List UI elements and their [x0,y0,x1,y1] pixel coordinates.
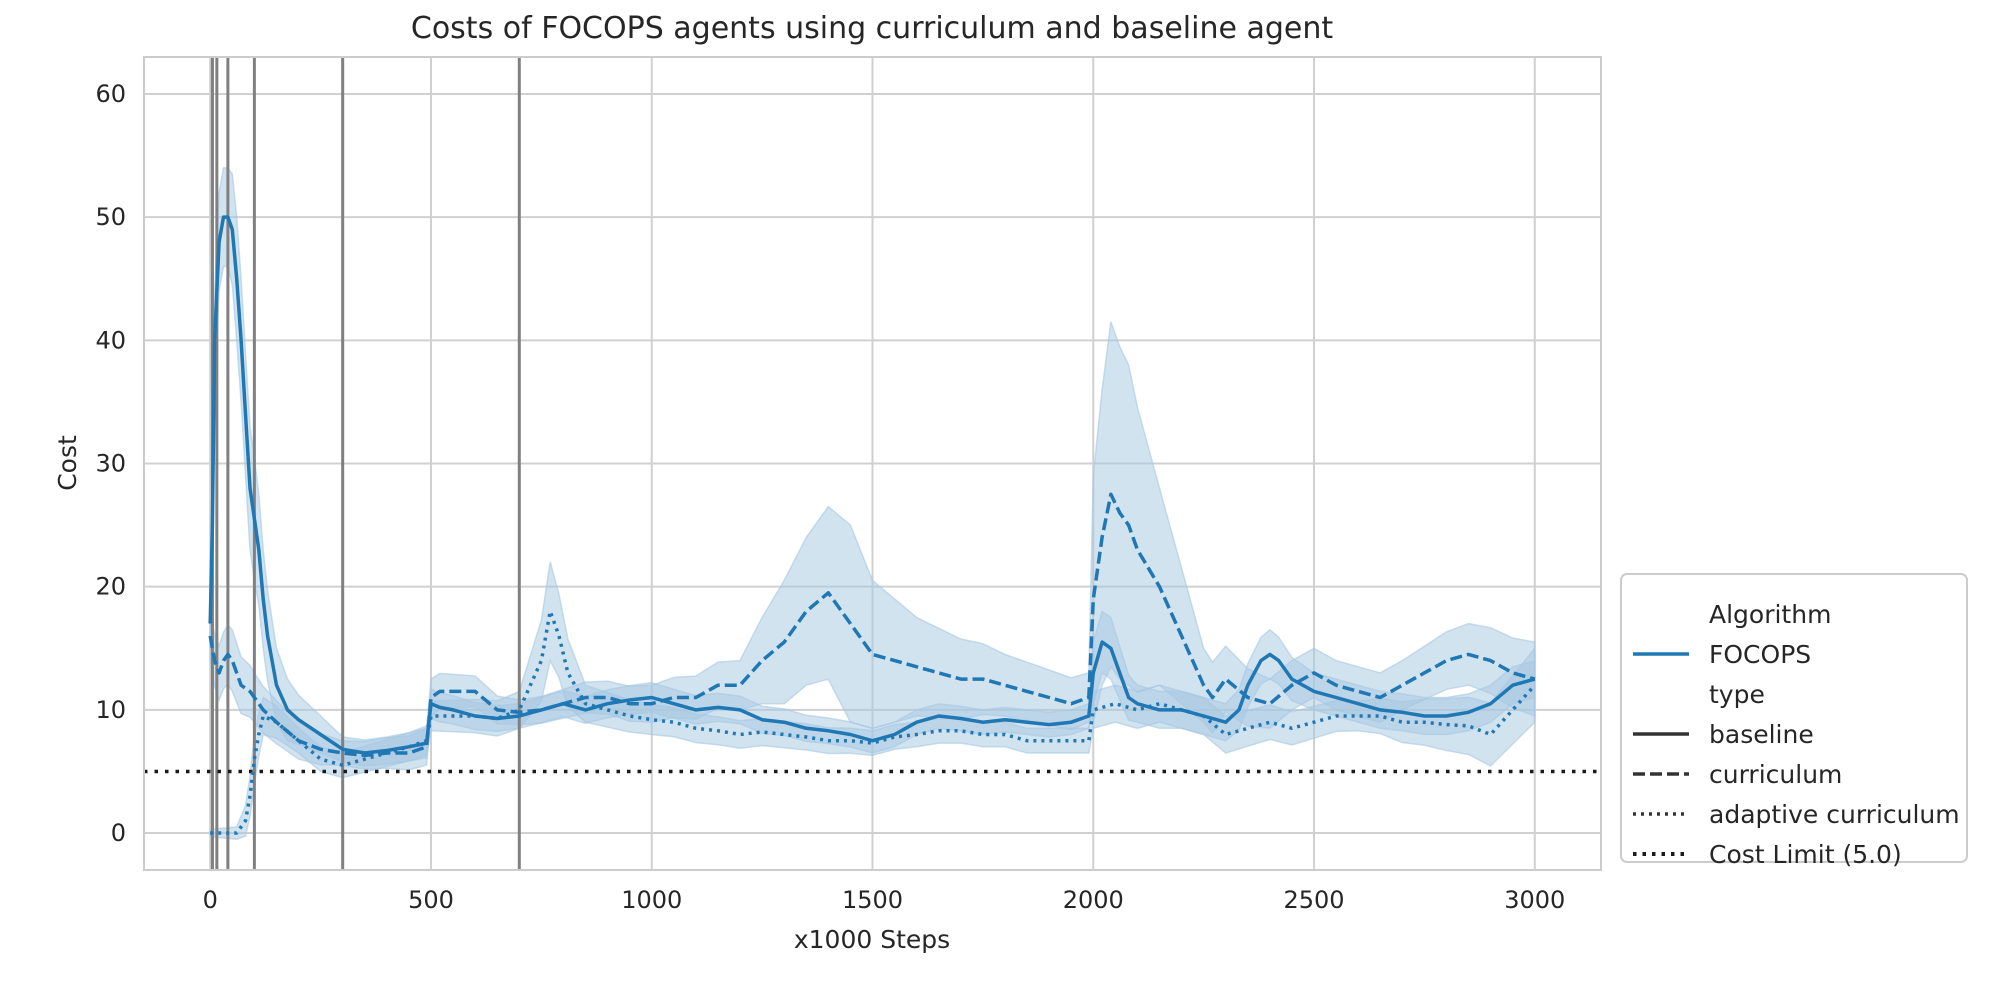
y-tick-label: 0 [111,819,126,847]
legend-label: adaptive curriculum [1709,800,1960,829]
x-axis-label: x1000 Steps [794,925,950,954]
y-tick-label: 50 [95,203,126,231]
series-lines [208,215,1537,835]
y-tick-label: 20 [95,573,126,601]
series-line-dashed [208,492,1536,758]
legend: Algorithm FOCOPS type baseline curriculum ada… [1620,573,1968,869]
y-tick-labels: 0 10 20 30 40 50 60 [95,80,126,847]
x-tick-labels: 0 500 1000 1500 2000 2500 3000 [203,886,1566,914]
legend-label: Cost Limit (5.0) [1709,840,1902,869]
y-tick-label: 10 [95,696,126,724]
x-tick-label: 1500 [842,886,903,914]
y-tick-label: 60 [95,80,126,108]
legend-label: FOCOPS [1709,640,1811,669]
x-tick-label: 500 [408,886,454,914]
x-tick-label: 3000 [1504,886,1565,914]
legend-label: baseline [1709,720,1814,749]
series-line-solid [208,215,1536,755]
plot-frame [143,56,1602,871]
x-tick-label: 1000 [621,886,682,914]
x-tick-label: 2000 [1063,886,1124,914]
legend-label: curriculum [1709,760,1842,789]
legend-label: type [1709,680,1765,709]
chart-title: Costs of FOCOPS agents using curriculum … [411,11,1333,46]
legend-box [1620,573,1968,863]
legend-label: Algorithm [1709,600,1831,629]
y-tick-label: 40 [95,326,126,354]
confidence-band-dotted [209,561,1536,840]
x-tick-label: 0 [203,886,218,914]
y-axis-label: Cost [53,435,82,491]
x-tick-label: 2500 [1283,886,1344,914]
y-tick-label: 30 [95,450,126,478]
